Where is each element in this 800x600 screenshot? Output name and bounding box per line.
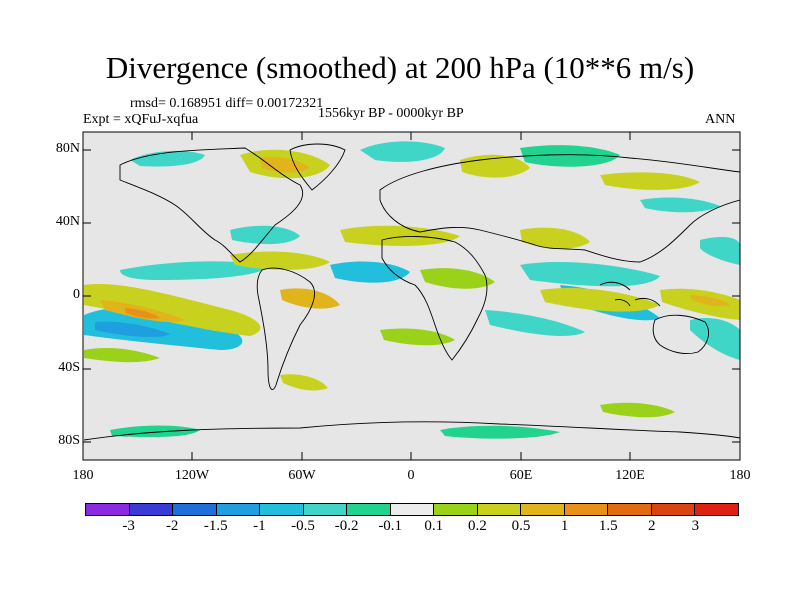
lat-tick-label: 40S bbox=[58, 360, 80, 375]
field-region bbox=[230, 251, 330, 270]
lon-tick-label: 120W bbox=[174, 468, 210, 483]
lat-tick-label: 0 bbox=[73, 287, 80, 302]
colorbar-label: 2 bbox=[648, 518, 656, 534]
axis-ticks bbox=[83, 132, 740, 460]
field-region bbox=[260, 157, 310, 173]
field-region bbox=[520, 227, 590, 249]
field-region bbox=[440, 425, 560, 439]
field-region bbox=[520, 145, 620, 167]
colorbar-label: -3 bbox=[122, 518, 135, 534]
coastline-africa bbox=[381, 236, 488, 361]
field-region bbox=[130, 150, 205, 167]
colorbar-label: -2 bbox=[165, 518, 179, 534]
colorbar-swatch bbox=[651, 504, 696, 515]
colorbar-swatch bbox=[477, 504, 522, 515]
colorbar-swatch bbox=[434, 504, 478, 515]
field-region bbox=[125, 308, 160, 319]
colorbar-swatch bbox=[216, 504, 261, 515]
colorbar-swatch bbox=[564, 504, 609, 515]
field-region bbox=[660, 288, 740, 320]
coastline-greenland bbox=[289, 143, 346, 191]
field-region bbox=[84, 284, 261, 336]
lon-tick-label: 0 bbox=[407, 468, 415, 483]
plot-title: Divergence (smoothed) at 200 hPa (10**6 … bbox=[105, 50, 695, 85]
colorbar-label: 1.5 bbox=[598, 518, 618, 534]
field-region bbox=[420, 268, 495, 289]
coastline-australia bbox=[652, 314, 709, 355]
field-region bbox=[120, 261, 270, 280]
field-region bbox=[280, 374, 328, 391]
colorbar-label: -1 bbox=[253, 518, 266, 534]
field-region bbox=[84, 347, 160, 363]
colorbar-label: 0.5 bbox=[511, 518, 531, 534]
colorbar-label: -0.1 bbox=[378, 518, 403, 534]
lon-tick-label: 180 bbox=[72, 468, 94, 483]
colorbar-label: -1.5 bbox=[203, 518, 228, 534]
period-label: 1556kyr BP - 0000kyr BP bbox=[318, 106, 464, 121]
colorbar-swatch bbox=[521, 504, 565, 515]
colorbar-label: -0.5 bbox=[291, 518, 315, 534]
colorbar-label: 3 bbox=[691, 518, 700, 534]
colorbar-label: 0.1 bbox=[424, 518, 444, 534]
divergence-field bbox=[84, 141, 740, 439]
field-region bbox=[95, 321, 170, 337]
colorbar-swatch bbox=[303, 504, 348, 515]
lat-tick-label: 80N bbox=[55, 141, 80, 156]
coastline-maritime-islands bbox=[599, 281, 661, 307]
colorbar-swatch bbox=[347, 504, 391, 515]
lon-tick-label: 180 bbox=[729, 468, 751, 483]
lat-tick-label: 40N bbox=[55, 214, 80, 229]
coastlines bbox=[83, 143, 740, 441]
colorbar-swatch bbox=[260, 504, 304, 515]
field-region bbox=[84, 307, 243, 350]
field-region bbox=[520, 262, 660, 287]
field-region bbox=[600, 402, 675, 418]
colorbar-swatch bbox=[129, 504, 174, 515]
field-region bbox=[600, 172, 700, 190]
season-label: ANN bbox=[705, 112, 736, 127]
lon-tick-label: 60W bbox=[288, 468, 316, 483]
lat-tick-label: 80S bbox=[58, 433, 80, 448]
coastline-north-america bbox=[119, 147, 303, 263]
colorbar bbox=[85, 503, 739, 516]
field-region bbox=[485, 310, 585, 336]
field-region bbox=[280, 288, 340, 309]
field-region bbox=[690, 295, 730, 307]
colorbar-swatch bbox=[173, 504, 217, 515]
field-region bbox=[230, 225, 300, 245]
coastline-eurasia bbox=[379, 154, 740, 263]
coastline-antarctica bbox=[83, 421, 740, 441]
colorbar-swatch bbox=[390, 504, 435, 515]
colorbar-swatch bbox=[608, 504, 652, 515]
field-region bbox=[640, 197, 720, 213]
colorbar-label: 0.2 bbox=[468, 518, 487, 534]
colorbar-label: 1 bbox=[560, 518, 569, 534]
field-region bbox=[330, 261, 410, 283]
stats-text: rmsd= 0.168951 diff= 0.00172321 bbox=[130, 96, 324, 111]
lon-tick-label: 120E bbox=[615, 468, 645, 483]
colorbar-label: -0.2 bbox=[334, 518, 359, 534]
field-region bbox=[690, 318, 740, 360]
field-region bbox=[340, 225, 460, 246]
lon-tick-label: 60E bbox=[509, 468, 533, 483]
experiment-label: Expt = xQFuJ-xqfua bbox=[83, 112, 199, 127]
field-region bbox=[360, 141, 445, 162]
field-region bbox=[700, 237, 740, 265]
colorbar-swatch bbox=[86, 504, 130, 515]
field-region bbox=[380, 328, 455, 346]
colorbar-swatch bbox=[695, 504, 738, 515]
coastline-south-america bbox=[256, 267, 315, 390]
